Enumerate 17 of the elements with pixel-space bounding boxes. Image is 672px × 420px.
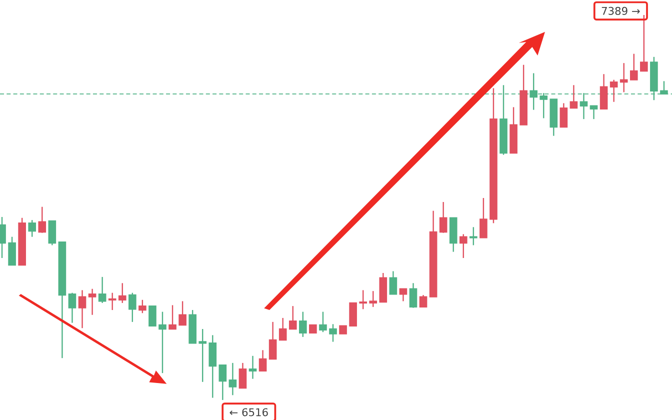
candlestick	[439, 201, 448, 234]
candlestick	[158, 311, 166, 374]
text: ← 6516	[230, 408, 268, 416]
text: 7389 →	[602, 6, 640, 15]
candlestick	[198, 328, 207, 382]
candlestick	[68, 292, 76, 324]
candlestick	[409, 282, 418, 308]
candlestick	[620, 62, 628, 93]
candlestick	[228, 362, 237, 396]
candlestick	[88, 288, 96, 316]
candlestick	[459, 234, 468, 259]
candlestick	[610, 79, 618, 102]
candlestick	[78, 290, 86, 329]
candlestick	[248, 355, 257, 380]
candlestick	[108, 292, 116, 311]
candlestick	[38, 206, 46, 234]
candlestick	[98, 276, 106, 304]
